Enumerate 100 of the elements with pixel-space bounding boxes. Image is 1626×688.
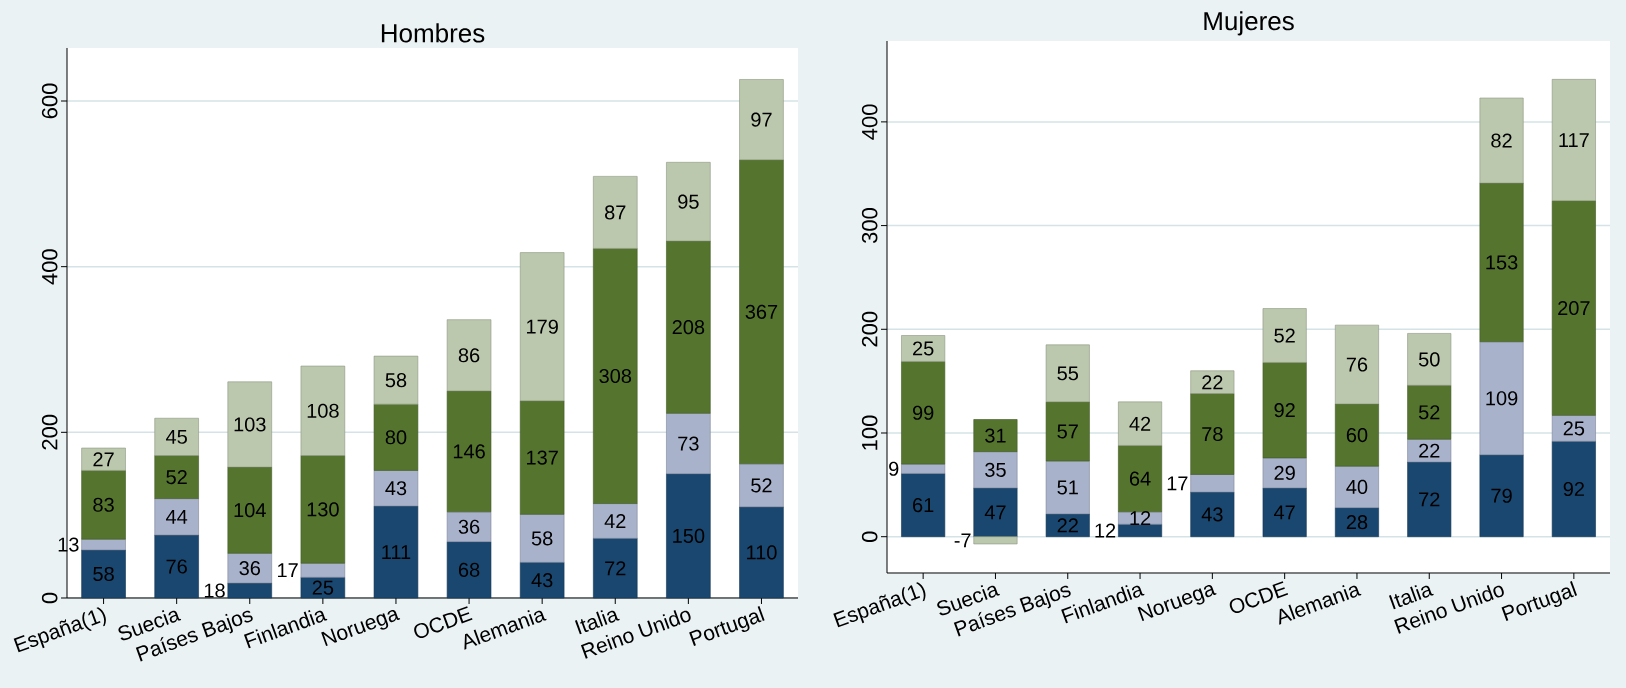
data-label: 17 [278,563,298,578]
chart-title: Hombres [381,23,485,43]
data-label: 58 [531,531,553,546]
bar [739,506,784,599]
data-label: 111 [382,545,411,559]
data-label: 25 [913,341,934,356]
bar [1334,324,1379,405]
bar [1262,457,1307,489]
data-label: 179 [527,319,558,334]
bar [227,552,272,584]
bar [1045,460,1090,515]
bar [901,473,946,537]
data-label: 52 [1418,405,1440,420]
data-label: 22 [1057,518,1078,533]
bar [81,549,126,599]
data-label: 80 [385,430,407,445]
y-tick-label: 0 [41,592,58,604]
bar [1190,474,1235,493]
bar [446,319,492,392]
y-tick-label: 400 [41,249,58,285]
data-label: 76 [1346,357,1368,372]
data-label: 55 [1057,366,1079,381]
data-label: 308 [599,368,632,384]
y-tick-label: 400 [861,104,878,140]
data-label: 207 [1558,300,1590,316]
data-label: 99 [912,405,934,420]
y-tick-label: 600 [41,83,58,119]
bar [519,562,565,599]
bar [81,470,126,540]
bar [1118,445,1163,513]
bar [1118,523,1163,537]
data-label: 52 [751,478,772,493]
data-label: 45 [166,429,187,444]
bar [519,400,565,515]
bar [81,447,126,471]
data-label: 43 [1201,507,1223,522]
bar [519,252,565,402]
bar [373,470,419,507]
data-label: 58 [93,566,114,582]
data-label: 97 [751,112,772,127]
bar [739,159,784,465]
data-label: 108 [307,403,339,418]
data-label: 9 [889,461,899,476]
data-label: 12 [1130,511,1151,526]
bar [1334,403,1379,467]
data-label: 29 [1274,465,1295,480]
data-label: 78 [1202,426,1223,442]
bar [666,473,711,599]
bar [1190,393,1235,475]
data-label: 82 [1491,133,1512,148]
bar [666,240,711,414]
bar [973,536,1018,545]
data-label: 60 [1346,427,1368,443]
data-label: 61 [913,497,934,513]
data-label: 110 [747,545,777,560]
bar [373,355,419,405]
data-label: 58 [385,373,407,388]
bar [1551,79,1596,201]
data-label: 87 [605,205,626,220]
bar [1479,341,1524,456]
data-label: 52 [1274,328,1295,343]
data-label: 18 [204,583,225,598]
data-label: 40 [1346,479,1368,494]
data-label: 12 [1095,523,1116,538]
bar [1190,491,1235,537]
bar [1479,454,1524,537]
data-label: 47 [1273,505,1295,520]
data-label: 130 [307,502,339,517]
data-label: 52 [166,469,187,485]
bar [1407,384,1452,440]
y-tick-label: 300 [861,208,878,244]
data-label: 27 [93,452,114,467]
bar [1262,362,1307,459]
bar [593,248,638,504]
bar [901,335,946,362]
data-label: 76 [166,559,187,574]
data-label: 13 [58,537,79,552]
y-tick-label: 200 [41,414,58,450]
data-label: 22 [1419,443,1440,458]
bar [1118,401,1163,446]
bar [1262,308,1307,363]
data-label: 92 [1563,481,1584,497]
data-label: 72 [1419,492,1440,507]
data-label: 73 [678,436,699,451]
data-label: 57 [1057,424,1078,439]
data-label: 31 [985,428,1006,443]
data-label: 42 [604,513,626,528]
data-label: 104 [234,503,266,518]
data-label: 36 [239,561,260,576]
data-label: 92 [1274,403,1295,418]
data-label: 25 [1563,421,1585,436]
data-label: 35 [985,462,1006,477]
data-label: 137 [527,450,558,465]
data-label: 72 [605,561,626,576]
data-label: 47 [984,505,1006,520]
data-label: -7 [954,533,971,548]
bar [154,534,199,599]
y-tick-label: 100 [861,415,878,450]
data-label: 208 [672,320,705,335]
data-label: 109 [1486,391,1518,406]
